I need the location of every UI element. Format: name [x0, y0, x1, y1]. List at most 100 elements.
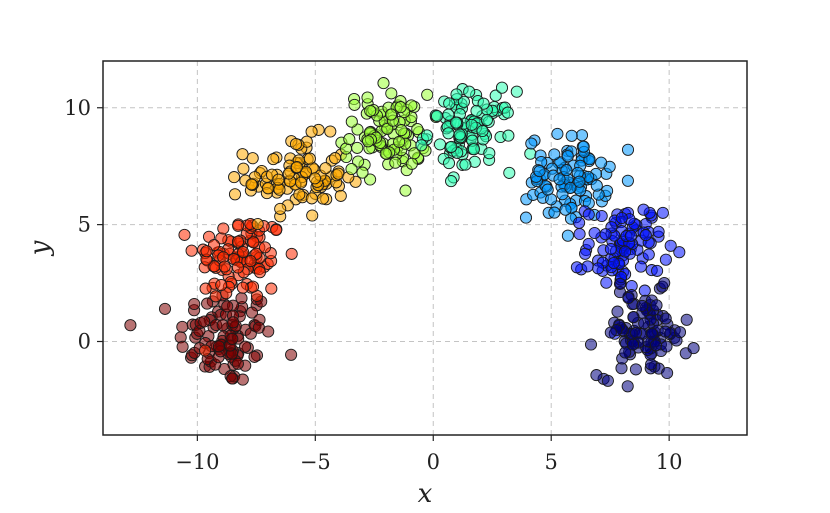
scatter-point-cluster-8 — [645, 327, 658, 340]
scatter-point-cluster-7 — [592, 262, 605, 275]
scatter-point-cluster-5 — [503, 166, 516, 179]
scatter-point-cluster-6 — [548, 206, 561, 219]
scatter-point-cluster-6 — [621, 143, 635, 156]
scatter-point-cluster-7 — [600, 276, 613, 289]
scatter-point-cluster-1 — [201, 297, 214, 310]
scatter-point-cluster-8 — [626, 338, 640, 351]
scatter-point-cluster-4 — [393, 135, 406, 148]
scatter-point-cluster-8 — [590, 369, 603, 382]
scatter-point-cluster-8 — [601, 374, 614, 387]
x-tick-label: 10 — [656, 450, 683, 474]
scatter-point-cluster-3 — [272, 173, 285, 186]
scatter-point-cluster-2 — [218, 260, 231, 273]
scatter-point-cluster-7 — [588, 226, 601, 240]
scatter-point-cluster-3 — [273, 183, 286, 196]
scatter-point-cluster-6 — [559, 203, 572, 216]
scatter-point-cluster-1 — [236, 373, 249, 386]
scatter-point-cluster-2 — [285, 247, 298, 260]
scatter-point-cluster-1 — [235, 292, 248, 305]
scatter-point-cluster-4 — [381, 122, 394, 135]
scatter-point-cluster-7 — [573, 216, 586, 229]
scatter-point-cluster-8 — [630, 326, 643, 339]
scatter-point-cluster-6 — [553, 173, 566, 186]
scatter-point-cluster-1 — [188, 297, 201, 311]
scatter-point-cluster-3 — [305, 125, 318, 138]
scatter-point-cluster-7 — [607, 256, 620, 270]
scatter-point-cluster-2 — [178, 228, 191, 241]
scatter-point-cluster-5 — [449, 116, 463, 129]
scatter-point-cluster-7 — [634, 260, 647, 273]
scatter-point-cluster-2 — [199, 344, 212, 357]
scatter-point-cluster-2 — [231, 261, 245, 274]
scatter-point-cluster-5 — [442, 157, 456, 170]
scatter-point-cluster-1 — [124, 319, 137, 332]
scatter-point-cluster-4 — [343, 133, 356, 146]
scatter-point-cluster-7 — [624, 229, 637, 242]
y-tick-label: 0 — [78, 330, 91, 354]
scatter-point-cluster-8 — [660, 340, 673, 353]
scatter-point-cluster-8 — [619, 346, 632, 359]
scatter-point-cluster-4 — [364, 104, 377, 117]
scatter-point-cluster-3 — [228, 188, 242, 201]
scatter-point-cluster-7 — [582, 237, 595, 250]
scatter-point-cluster-8 — [687, 342, 700, 355]
scatter-point-cluster-6 — [548, 148, 561, 161]
scatter-point-cluster-7 — [664, 239, 677, 252]
scatter-point-cluster-3 — [306, 209, 319, 222]
scatter-point-cluster-2 — [253, 266, 266, 279]
scatter-point-cluster-8 — [621, 380, 634, 393]
scatter-point-cluster-8 — [622, 291, 635, 305]
scatter-point-cluster-6 — [541, 183, 554, 196]
scatter-point-cluster-4 — [379, 147, 392, 160]
x-tick-label: 0 — [427, 450, 440, 474]
scatter-point-cluster-7 — [573, 227, 586, 241]
scatter-point-cluster-5 — [433, 138, 447, 151]
scatter-point-cluster-1 — [231, 357, 244, 370]
scatter-point-cluster-5 — [467, 143, 480, 156]
scatter-point-cluster-8 — [604, 326, 617, 339]
scatter-point-cluster-3 — [303, 152, 316, 165]
scatter-point-cluster-4 — [362, 135, 375, 148]
scatter-point-cluster-1 — [245, 306, 259, 319]
scatter-point-cluster-5 — [483, 147, 496, 160]
scatter-point-cluster-3 — [251, 217, 264, 231]
scatter-point-cluster-6 — [560, 164, 573, 177]
scatter-point-cluster-1 — [216, 319, 229, 332]
scatter-point-cluster-7 — [599, 228, 612, 241]
scatter-point-cluster-5 — [495, 81, 509, 94]
scatter-point-cluster-2 — [232, 219, 245, 232]
scatter-point-cluster-5 — [457, 95, 470, 108]
scatter-point-cluster-5 — [465, 118, 478, 131]
scatter-point-cluster-5 — [476, 124, 489, 138]
scatter-point-cluster-7 — [637, 203, 650, 216]
scatter-point-cluster-7 — [570, 261, 583, 274]
scatter-point-cluster-4 — [361, 91, 374, 104]
x-tick-label: −10 — [175, 450, 219, 474]
scatter-point-cluster-4 — [399, 184, 412, 197]
scatter-point-cluster-3 — [274, 202, 287, 215]
scatter-point-cluster-3 — [316, 192, 330, 205]
scatter-point-cluster-2 — [236, 281, 249, 294]
scatter-point-cluster-7 — [595, 209, 608, 223]
scatter-point-cluster-5 — [480, 113, 493, 127]
scatter-point-cluster-7 — [604, 242, 617, 256]
scatter-point-cluster-1 — [198, 315, 211, 328]
scatter-point-cluster-1 — [227, 316, 240, 329]
scatter-point-cluster-3 — [236, 148, 249, 161]
scatter-point-cluster-3 — [245, 178, 258, 191]
scatter-point-cluster-4 — [356, 166, 369, 179]
scatter-point-cluster-3 — [289, 137, 303, 151]
scatter-point-cluster-5 — [453, 128, 466, 141]
scatter-point-cluster-7 — [659, 253, 672, 266]
scatter-point-cluster-5 — [502, 129, 515, 142]
scatter-point-cluster-1 — [176, 320, 189, 333]
scatter-point-cluster-1 — [212, 340, 225, 353]
scatter-point-cluster-2 — [215, 278, 228, 292]
scatter-point-cluster-4 — [348, 98, 361, 111]
scatter-point-cluster-8 — [659, 325, 672, 338]
scatter-point-cluster-3 — [262, 182, 275, 195]
scatter-point-cluster-6 — [525, 137, 538, 150]
scatter-point-cluster-6 — [564, 181, 577, 194]
scatter-point-cluster-8 — [673, 326, 687, 339]
